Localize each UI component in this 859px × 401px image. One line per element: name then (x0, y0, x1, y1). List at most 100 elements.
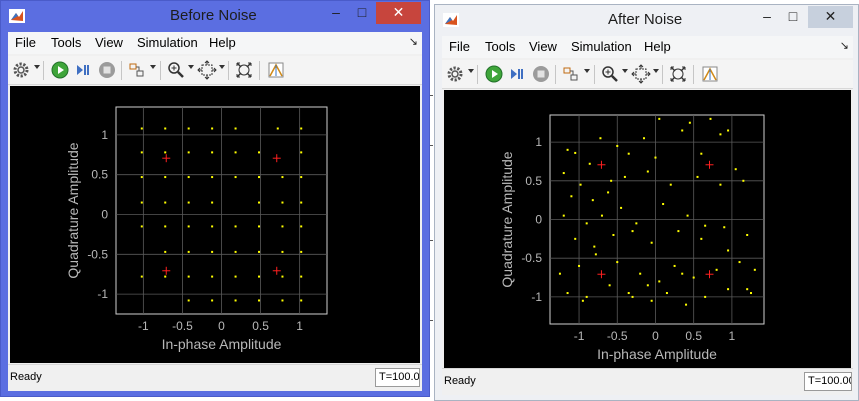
step-forward-icon[interactable] (73, 60, 93, 80)
zoom-fit-dropdown-icon[interactable] (653, 69, 659, 73)
menu-tools[interactable]: Tools (485, 39, 516, 54)
maximize-icon[interactable]: □ (788, 8, 798, 24)
y-tick-label: 0.5 (91, 168, 108, 182)
zoom-in-icon[interactable] (166, 60, 186, 80)
received-symbol-point (600, 214, 603, 217)
zoom-fit-icon[interactable] (631, 64, 651, 84)
received-symbol-point (164, 201, 167, 204)
window-title: Before Noise (170, 7, 257, 24)
received-symbol-point (727, 249, 730, 252)
received-symbol-point (140, 225, 143, 228)
received-symbol-point (646, 284, 649, 287)
toolbar-separator (228, 61, 229, 80)
close-icon[interactable]: ✕ (376, 2, 421, 24)
menu-tools[interactable]: Tools (51, 35, 82, 50)
x-tick-label: -0.5 (607, 329, 628, 343)
received-symbol-point (585, 295, 588, 298)
menu-help[interactable]: Help (209, 35, 236, 50)
window-client: File Tools View Simulation Help ↘ (8, 32, 422, 391)
simulation-time: T=100.0( (375, 368, 420, 387)
y-tick-label: 1 (101, 128, 108, 142)
received-symbol-point (258, 275, 261, 278)
x-tick-label: -0.5 (172, 319, 193, 333)
run-icon[interactable] (484, 64, 504, 84)
zoom-fit-icon[interactable] (197, 60, 217, 80)
menu-view[interactable]: View (529, 39, 557, 54)
received-symbol-point (715, 268, 718, 271)
measure-icon[interactable] (266, 60, 286, 80)
received-symbol-point (574, 237, 577, 240)
menu-file[interactable]: File (15, 35, 36, 50)
received-symbol-point (646, 170, 649, 173)
highlight-block-icon[interactable] (127, 60, 147, 80)
constellation-plot: -1 -0.5 0 0.5 1 -1 -0.5 0 0.5 1 In-phase Amplitude… (65, 106, 328, 352)
title-bar[interactable]: After Noise – □ ✕ (435, 5, 858, 35)
received-symbol-point (709, 117, 712, 120)
received-symbol-point (607, 191, 610, 194)
received-symbol-point (723, 226, 726, 229)
status-bar: Ready T=100.0( (8, 364, 422, 391)
background-tick (427, 320, 433, 321)
received-symbol-point (727, 129, 730, 132)
highlight-dropdown-icon[interactable] (150, 65, 156, 69)
dock-arrow-icon[interactable]: ↘ (408, 36, 418, 48)
stop-icon[interactable] (531, 64, 551, 84)
measure-icon[interactable] (700, 64, 720, 84)
received-symbol-point (665, 292, 668, 295)
received-symbol-point (258, 225, 261, 228)
received-symbol-point (281, 299, 284, 302)
received-symbol-point (258, 299, 261, 302)
received-symbol-point (234, 250, 237, 253)
y-tick-label: 1 (535, 135, 542, 149)
gear-icon[interactable] (445, 64, 465, 84)
received-symbol-point (300, 299, 303, 302)
x-tick-label: 0.5 (685, 329, 702, 343)
received-symbol-point (211, 225, 214, 228)
menu-simulation[interactable]: Simulation (137, 35, 198, 50)
gear-icon[interactable] (11, 60, 31, 80)
maximize-icon[interactable]: □ (357, 4, 367, 20)
gear-dropdown-icon[interactable] (34, 65, 40, 69)
received-symbol-point (211, 151, 214, 154)
zoom-dropdown-icon[interactable] (622, 69, 628, 73)
menu-view[interactable]: View (95, 35, 123, 50)
received-symbol-point (234, 127, 237, 130)
received-symbol-point (612, 233, 615, 236)
received-symbol-point (746, 288, 749, 291)
zoom-fit-dropdown-icon[interactable] (219, 65, 225, 69)
step-forward-icon[interactable] (507, 64, 527, 84)
received-symbol-point (234, 225, 237, 228)
received-symbol-point (677, 230, 680, 233)
received-symbol-point (164, 225, 167, 228)
scale-axes-icon[interactable] (234, 60, 254, 80)
received-symbol-point (627, 152, 630, 155)
run-icon[interactable] (50, 60, 70, 80)
menu-file[interactable]: File (449, 39, 470, 54)
minimize-icon[interactable]: – (763, 8, 771, 24)
close-icon[interactable]: ✕ (808, 6, 853, 28)
title-bar[interactable]: Before Noise – □ ✕ (1, 1, 429, 31)
received-symbol-point (658, 280, 661, 283)
received-symbol-point (281, 250, 284, 253)
menu-simulation[interactable]: Simulation (571, 39, 632, 54)
received-symbol-point (164, 151, 167, 154)
received-symbol-point (187, 275, 190, 278)
zoom-dropdown-icon[interactable] (188, 65, 194, 69)
scale-axes-icon[interactable] (668, 64, 688, 84)
gear-dropdown-icon[interactable] (468, 69, 474, 73)
received-symbol-point (643, 137, 646, 140)
status-text: Ready (10, 371, 42, 383)
reference-constellation-marker (705, 160, 714, 169)
highlight-block-icon[interactable] (561, 64, 581, 84)
reference-constellation-marker (162, 266, 171, 275)
received-symbol-point (727, 288, 730, 291)
reference-constellation-marker (272, 266, 281, 275)
menu-help[interactable]: Help (644, 39, 671, 54)
toolbar (442, 60, 853, 89)
received-symbol-point (258, 151, 261, 154)
zoom-in-icon[interactable] (600, 64, 620, 84)
dock-arrow-icon[interactable]: ↘ (839, 40, 849, 52)
highlight-dropdown-icon[interactable] (584, 69, 590, 73)
minimize-icon[interactable]: – (332, 4, 340, 20)
stop-icon[interactable] (97, 60, 117, 80)
